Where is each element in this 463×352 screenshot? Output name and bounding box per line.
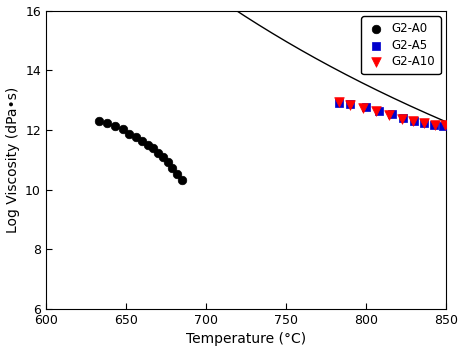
G2-A0: [173, 171, 181, 177]
G2-A0: [138, 138, 145, 144]
G2-A10: [440, 122, 448, 128]
X-axis label: Temperature (°C): Temperature (°C): [186, 332, 306, 346]
G2-A10: [408, 118, 416, 124]
G2-A0: [131, 134, 139, 140]
G2-A10: [431, 122, 438, 127]
G2-A5: [335, 100, 342, 106]
Legend: G2-A0, G2-A5, G2-A10: G2-A0, G2-A5, G2-A10: [361, 17, 439, 74]
G2-A0: [169, 165, 176, 171]
G2-A10: [346, 103, 353, 108]
G2-A5: [362, 104, 369, 109]
G2-A0: [159, 155, 166, 160]
G2-A0: [95, 118, 102, 124]
G2-A0: [125, 131, 132, 136]
G2-A0: [178, 177, 185, 183]
G2-A0: [149, 146, 156, 151]
G2-A5: [438, 124, 446, 129]
G2-A10: [359, 106, 366, 111]
G2-A10: [335, 99, 342, 105]
G2-A10: [371, 109, 379, 114]
G2-A5: [410, 118, 417, 124]
G2-A5: [346, 101, 353, 107]
G2-A0: [144, 142, 152, 148]
Y-axis label: Log Viscosity (dPa•s): Log Viscosity (dPa•s): [6, 87, 19, 233]
G2-A5: [419, 121, 427, 126]
G2-A0: [111, 124, 118, 129]
G2-A5: [399, 115, 406, 121]
G2-A0: [103, 121, 110, 126]
G2-A10: [384, 112, 392, 118]
G2-A10: [419, 121, 427, 126]
G2-A0: [154, 150, 162, 156]
G2-A5: [429, 122, 437, 127]
G2-A0: [163, 159, 171, 165]
G2-A0: [119, 126, 126, 132]
G2-A10: [397, 116, 404, 121]
G2-A5: [375, 109, 382, 114]
G2-A5: [388, 112, 395, 117]
